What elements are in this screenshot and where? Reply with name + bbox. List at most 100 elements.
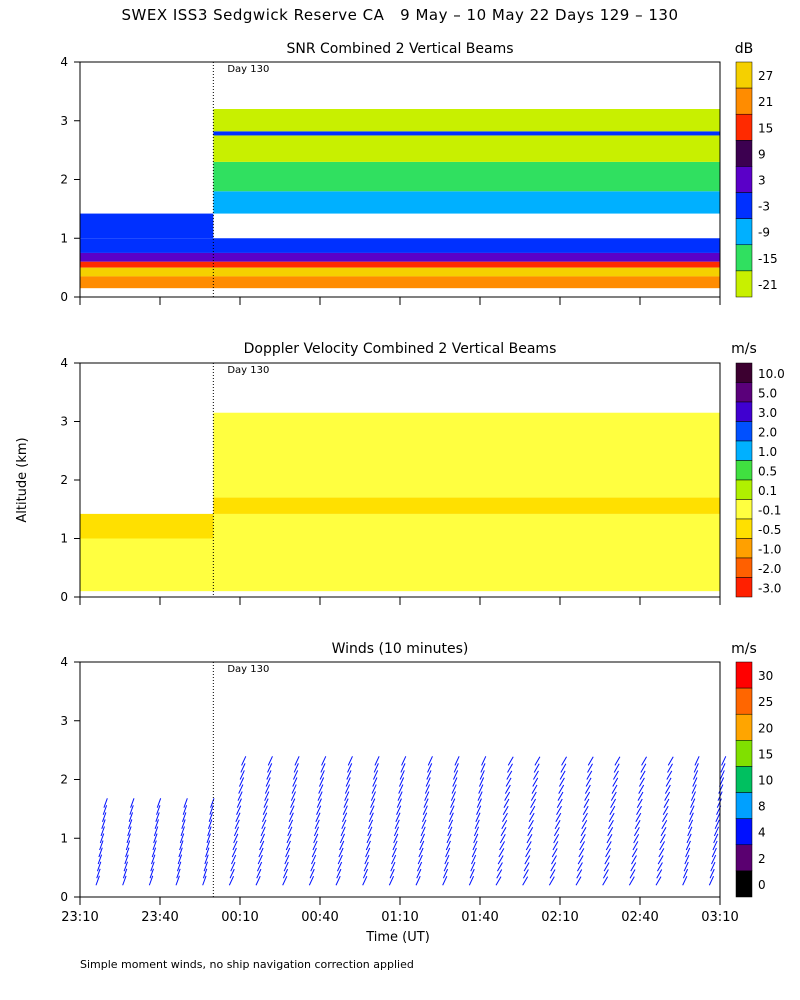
wind-barb [231, 854, 237, 865]
day-label: Day 130 [227, 64, 269, 75]
wind-barb [370, 791, 376, 801]
wind-barb [153, 826, 159, 837]
wind-barb [602, 869, 609, 879]
wind-barb [427, 756, 433, 766]
colorbar-swatch [735, 818, 753, 846]
wind-barb [709, 868, 715, 879]
wind-barb [531, 784, 538, 794]
wind-barb [238, 784, 244, 794]
wind-barb [527, 819, 534, 830]
wind-barb [314, 819, 320, 830]
wind-barb [179, 840, 184, 851]
wind-barb [342, 805, 348, 815]
wind-barb [560, 763, 567, 773]
wind-barb [450, 798, 456, 808]
wind-barb [398, 777, 405, 787]
wind-barb [475, 812, 481, 823]
wind-barb [664, 791, 671, 801]
wind-barb [661, 819, 668, 830]
wind-barb [422, 805, 428, 815]
wind-barb [424, 784, 431, 794]
wind-barb [373, 763, 379, 773]
wind-barb [499, 834, 506, 844]
wind-barb [551, 848, 558, 858]
colorbar-label: 2 [758, 852, 766, 866]
wind-barb [578, 848, 585, 858]
wind-barb [442, 868, 449, 879]
wind-barb [657, 862, 663, 872]
wind-barb [522, 876, 529, 886]
wind-barb [506, 770, 513, 780]
wind-barb [500, 826, 507, 837]
wind-barb [336, 861, 343, 872]
colorbar-swatch [735, 687, 753, 715]
wind-barb [713, 833, 719, 844]
wind-barb [415, 875, 421, 886]
wind-barb [683, 861, 689, 872]
wind-barb [666, 770, 673, 780]
wind-barb [209, 805, 214, 815]
wind-barb [662, 812, 668, 823]
colorbar-label: 15 [758, 747, 773, 761]
wind-barb [339, 833, 345, 844]
wind-barb [504, 784, 511, 794]
colorbar-label: -3.0 [758, 581, 781, 595]
wind-barb [365, 847, 371, 858]
wind-barb [719, 770, 725, 780]
day-label: Day 130 [227, 664, 269, 675]
wind-barb [123, 861, 128, 872]
wind-barb [453, 770, 459, 780]
wind-barb [691, 784, 697, 794]
wind-barb [423, 798, 429, 808]
wind-barb [389, 868, 395, 879]
heatmap-layer [213, 135, 721, 162]
wind-barb [586, 770, 593, 780]
wind-barb [336, 868, 342, 879]
wind-barb [291, 784, 297, 794]
y-axis-label: Altitude (km) [15, 437, 30, 522]
wind-barb [526, 834, 533, 844]
wind-barb [657, 855, 664, 865]
wind-barb [479, 770, 485, 780]
wind-barb [182, 805, 188, 815]
wind-barb [556, 805, 562, 815]
wind-barb [260, 826, 266, 837]
colorbar-swatch [735, 192, 753, 219]
wind-barb [313, 833, 319, 844]
wind-barb [293, 763, 299, 773]
colorbar-swatch [735, 740, 753, 767]
wind-barb [266, 770, 272, 780]
wind-barb [374, 756, 380, 766]
x-tick-label: 00:10 [221, 910, 258, 925]
wind-barb [502, 805, 509, 815]
wind-barb [393, 833, 399, 844]
wind-barb [689, 805, 695, 815]
wind-barb [552, 841, 559, 851]
wind-barb [122, 875, 127, 886]
wind-barb [128, 812, 134, 822]
x-tick-label: 23:40 [141, 910, 178, 925]
colorbar-label: 2.0 [758, 425, 777, 439]
wind-barb [264, 791, 270, 801]
wind-barb [394, 819, 400, 830]
wind-barb [631, 848, 638, 858]
wind-barb [637, 791, 644, 801]
wind-barb [693, 763, 699, 773]
wind-barb [603, 862, 610, 872]
wind-barb [392, 840, 398, 851]
wind-barb [481, 756, 487, 766]
wind-barb [690, 791, 696, 801]
wind-barb [557, 791, 564, 801]
wind-barb [368, 812, 374, 823]
wind-barb [241, 756, 247, 766]
wind-barb [417, 854, 423, 865]
wind-barb [639, 770, 646, 780]
wind-barb [255, 875, 261, 886]
wind-barb [426, 770, 432, 780]
wind-barb [525, 848, 531, 858]
wind-barb [685, 847, 691, 858]
wind-barb [312, 840, 318, 851]
wind-barb [659, 834, 666, 844]
wind-barb [286, 833, 292, 844]
wind-barb [240, 763, 246, 773]
